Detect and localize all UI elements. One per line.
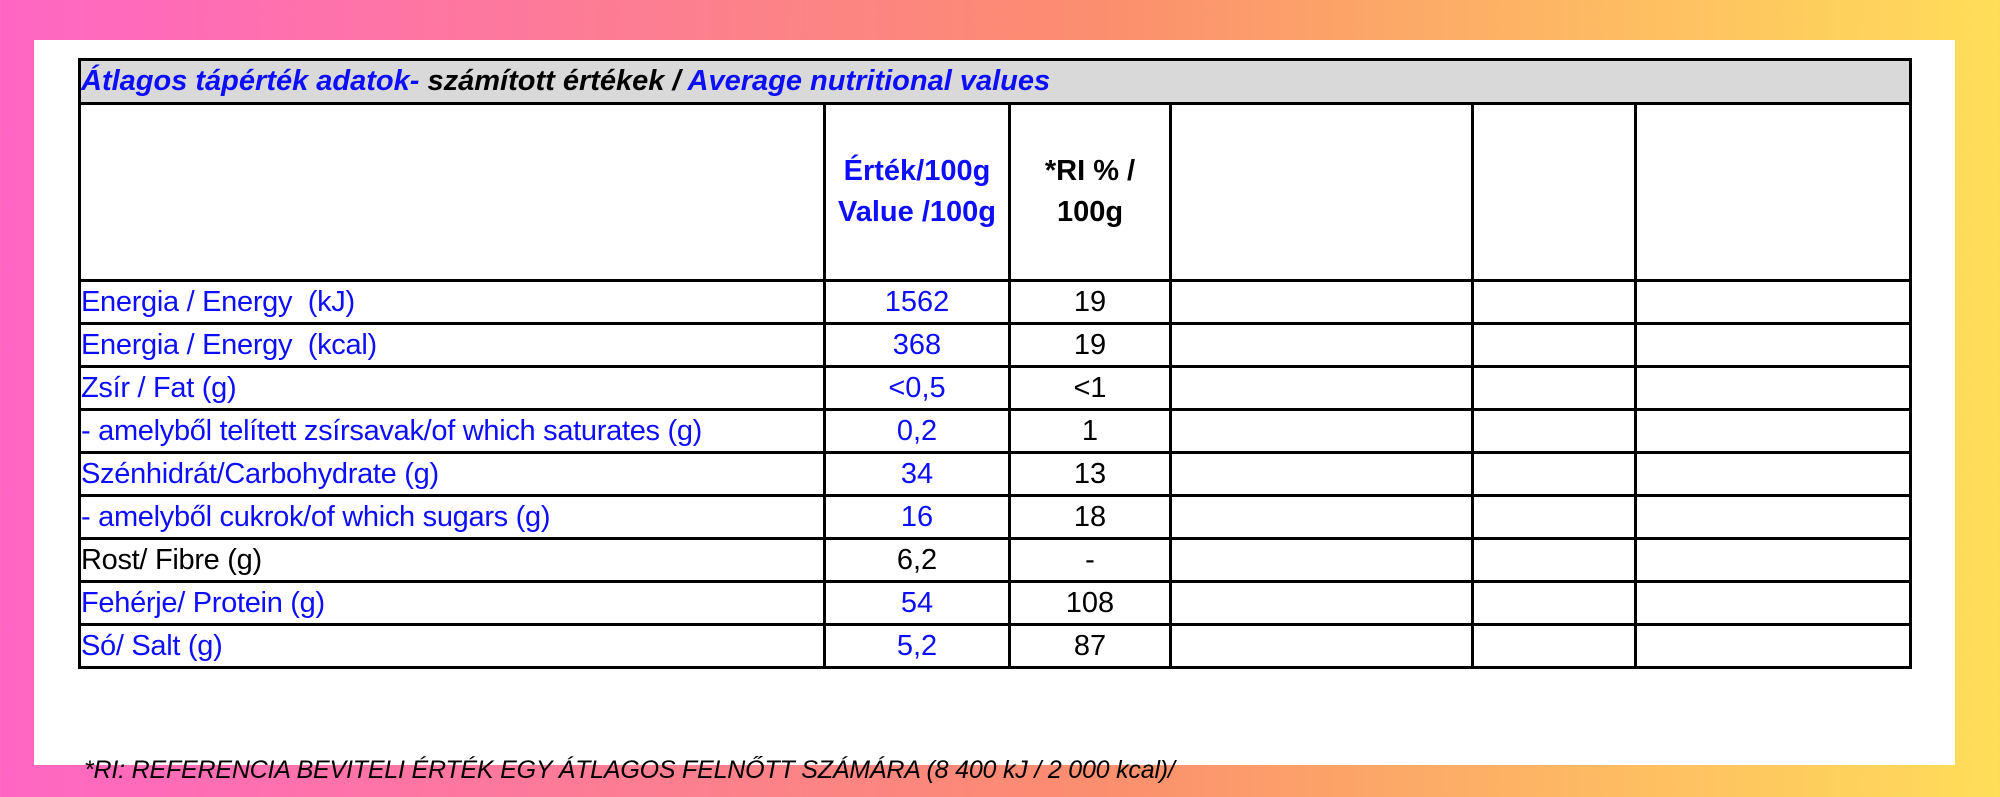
table-header-row: Érték/100g Value /100g *RI % / 100g [78,102,1912,282]
empty-cell [1471,322,1637,368]
table-title-row: Átlagos tápérték adatok- számított érték… [78,58,1912,105]
row-ri-cell: 108 [1008,580,1172,626]
row-label-cell: Zsír / Fat (g) [78,365,826,411]
title-hungarian: Átlagos tápérték adatok- [81,65,428,97]
row-label-cell: Rost/ Fibre (g) [78,537,826,583]
empty-cell [1471,451,1637,497]
row-label-cell: Energia / Energy (kJ) [78,279,826,325]
row-ri-cell: 19 [1008,279,1172,325]
content-card: Átlagos tápérték adatok- számított érték… [34,40,1955,784]
row-ri-cell: 18 [1008,494,1172,540]
row-ri-cell: - [1008,537,1172,583]
row-value-cell: 1562 [823,279,1011,325]
empty-cell [1471,279,1637,325]
empty-cell [1169,623,1474,669]
empty-cell [1169,322,1474,368]
header-value-line2: Value /100g [838,196,996,228]
empty-cell [1634,580,1912,626]
empty-cell [1169,537,1474,583]
row-ri-cell: 19 [1008,322,1172,368]
empty-cell [1471,623,1637,669]
row-label-cell: Szénhidrát/Carbohydrate (g) [78,451,826,497]
empty-cell [1634,365,1912,411]
row-value-cell: 6,2 [823,537,1011,583]
empty-cell [1634,322,1912,368]
empty-cell [1169,494,1474,540]
empty-cell [1634,623,1912,669]
empty-cell [1169,365,1474,411]
row-ri-cell: 1 [1008,408,1172,454]
table-row: Zsír / Fat (g) <0,5 <1 [78,365,1912,411]
nutrition-table: Átlagos tápérték adatok- számított érték… [78,58,1912,669]
empty-cell [1471,537,1637,583]
empty-cell [1634,102,1912,282]
row-value-cell: 16 [823,494,1011,540]
row-value-cell: 368 [823,322,1011,368]
header-empty-cell [78,102,826,282]
footnote-hungarian: *RI: REFERENCIA BEVITELI ÉRTÉK EGY ÁTLAG… [84,756,1175,784]
empty-cell [1169,451,1474,497]
empty-cell [1634,408,1912,454]
empty-cell [1471,408,1637,454]
table-row: Energia / Energy (kJ) 1562 19 [78,279,1912,325]
row-ri-cell: <1 [1008,365,1172,411]
row-value-cell: 34 [823,451,1011,497]
title-english: Average nutritional values [687,65,1051,97]
table-row: - amelyből cukrok/of which sugars (g) 16 1… [78,494,1912,540]
row-ri-cell: 87 [1008,623,1172,669]
empty-cell [1634,279,1912,325]
table-row: Energia / Energy (kcal) 368 19 [78,322,1912,368]
title-middle: számított értékek / [427,65,688,97]
table-row: - amelyből telített zsírsavak/of which s… [78,408,1912,454]
row-label-cell: - amelyből telített zsírsavak/of which s… [78,408,826,454]
empty-cell [1634,537,1912,583]
row-label-cell: - amelyből cukrok/of which sugars (g) [78,494,826,540]
table-row: Szénhidrát/Carbohydrate (g) 34 13 [78,451,1912,497]
row-value-cell: 0,2 [823,408,1011,454]
empty-cell [1471,494,1637,540]
row-value-cell: 54 [823,580,1011,626]
empty-cell [1634,494,1912,540]
empty-cell [1471,580,1637,626]
empty-cell [1634,451,1912,497]
header-ri-cell: *RI % / 100g [1008,102,1172,282]
table-row: Só/ Salt (g) 5,2 87 [78,623,1912,669]
header-value-cell: Érték/100g Value /100g [823,102,1011,282]
row-value-cell: 5,2 [823,623,1011,669]
row-ri-cell: 13 [1008,451,1172,497]
empty-cell [1471,365,1637,411]
empty-cell [1169,279,1474,325]
empty-cell [1471,102,1637,282]
header-value-line1: Érték/100g [843,155,991,187]
row-value-cell: <0,5 [823,365,1011,411]
table-title: Átlagos tápérték adatok- számított érték… [78,58,1912,105]
header-ri-line1: *RI % / [1044,155,1136,187]
empty-cell [1169,408,1474,454]
empty-cell [1169,580,1474,626]
table-row: Rost/ Fibre (g) 6,2- [78,537,1912,583]
table-row: Fehérje/ Protein (g) 54 108 [78,580,1912,626]
header-ri-line2: 100g [1056,196,1124,228]
row-label-cell: Só/ Salt (g) [78,623,826,669]
empty-cell [1169,102,1474,282]
row-label-cell: Fehérje/ Protein (g) [78,580,826,626]
footnotes: *RI: REFERENCIA BEVITELI ÉRTÉK EGY ÁTLAG… [84,703,1175,797]
row-label-cell: Energia / Energy (kcal) [78,322,826,368]
